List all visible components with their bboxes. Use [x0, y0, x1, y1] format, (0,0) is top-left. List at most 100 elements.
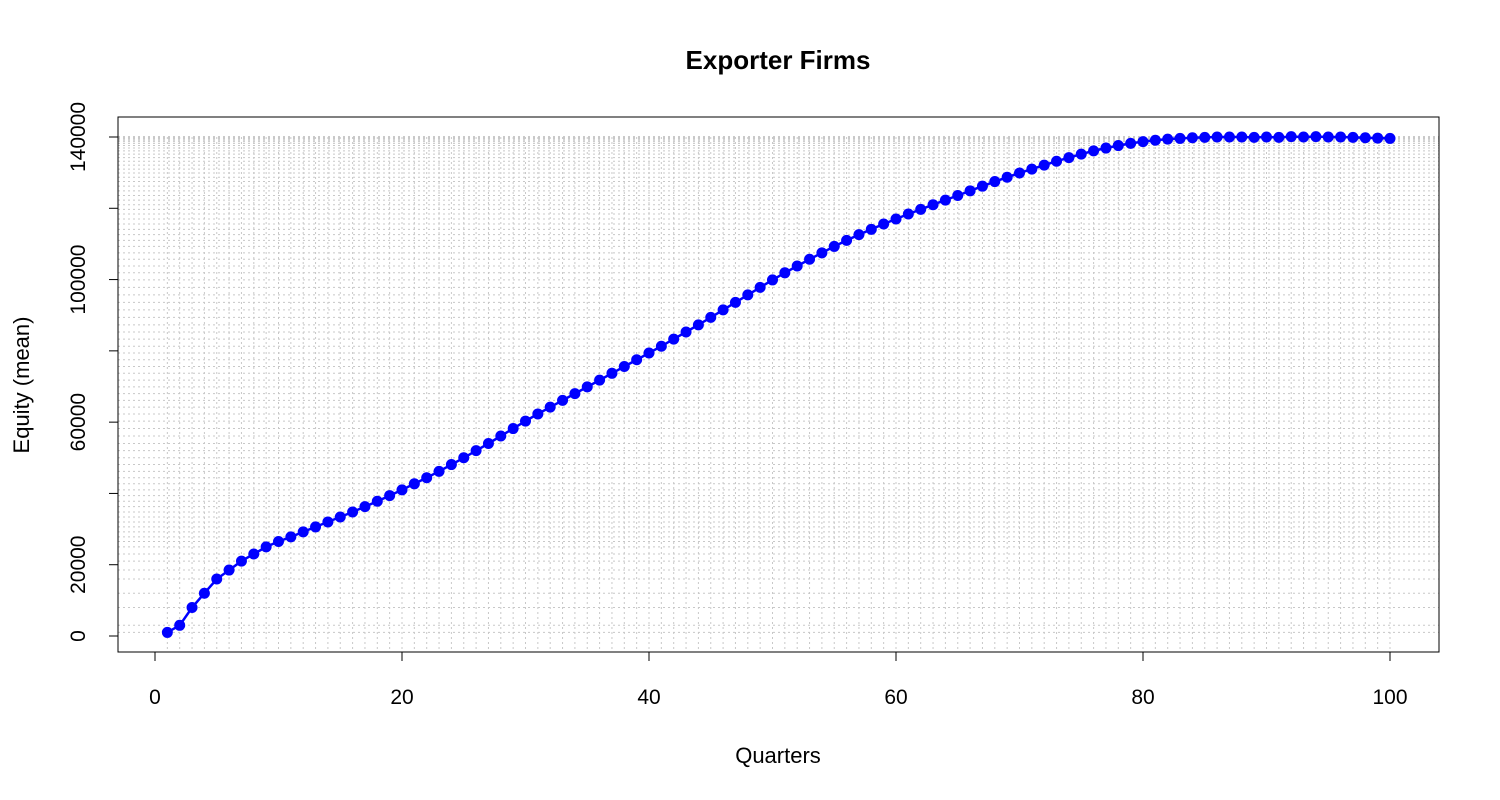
data-point	[445, 459, 457, 471]
data-point	[1125, 137, 1137, 149]
data-point	[915, 203, 927, 215]
data-point	[310, 521, 322, 533]
data-point	[322, 516, 334, 528]
data-point	[1359, 132, 1371, 144]
data-point	[1100, 142, 1112, 154]
data-point	[1001, 171, 1013, 183]
data-point	[1236, 131, 1248, 143]
data-point	[841, 234, 853, 246]
data-point	[1335, 131, 1347, 143]
data-point	[1026, 163, 1038, 175]
data-point	[1322, 131, 1334, 143]
data-point	[594, 374, 606, 386]
data-point	[1112, 140, 1124, 152]
data-point	[767, 274, 778, 286]
x-tick-label: 20	[390, 686, 413, 709]
data-point	[1075, 148, 1087, 160]
data-point	[384, 490, 396, 502]
data-point	[618, 361, 630, 373]
data-point	[507, 423, 519, 435]
x-axis: 0 20 40 60 80 100	[149, 651, 1408, 709]
x-tick-label: 40	[637, 686, 660, 709]
data-point	[878, 218, 890, 230]
data-point	[334, 511, 346, 523]
data-point	[248, 548, 260, 560]
data-point	[544, 401, 556, 413]
data-point	[631, 354, 643, 366]
data-point	[668, 333, 680, 345]
data-point	[532, 408, 544, 420]
data-point	[1199, 131, 1211, 143]
data-point	[1162, 133, 1174, 145]
data-point	[890, 213, 902, 225]
data-point	[705, 311, 717, 323]
y-axis-label: Equity (mean)	[9, 317, 34, 454]
y-tick-label: 100000	[67, 245, 90, 315]
data-point	[235, 555, 247, 567]
data-point	[1186, 132, 1198, 144]
data-point	[273, 536, 284, 548]
data-point	[186, 601, 198, 613]
data-point	[1211, 131, 1223, 143]
data-point	[939, 194, 951, 206]
x-tick-label: 100	[1372, 686, 1407, 709]
series-line	[166, 135, 1391, 634]
data-point	[779, 267, 791, 279]
chart-title: Exporter Firms	[686, 45, 871, 75]
data-point	[371, 495, 383, 507]
data-point	[1298, 131, 1310, 143]
data-point	[557, 394, 569, 406]
data-point	[816, 247, 828, 259]
data-point	[1261, 131, 1272, 143]
data-point	[606, 367, 618, 379]
data-point	[1384, 132, 1396, 144]
data-point	[1248, 131, 1260, 143]
grid	[118, 136, 1439, 652]
data-point	[791, 260, 803, 272]
data-point	[1051, 155, 1063, 167]
data-point	[347, 506, 359, 518]
data-point	[211, 573, 223, 585]
data-point	[680, 326, 692, 338]
data-point	[1310, 131, 1322, 143]
data-point	[1273, 131, 1285, 143]
data-point	[520, 415, 531, 427]
y-axis: 0 20000 60000 100000 140000	[67, 102, 119, 642]
data-point	[482, 438, 494, 450]
data-point	[1038, 159, 1050, 171]
x-tick-label: 0	[149, 686, 161, 709]
data-point	[742, 289, 754, 301]
data-point	[964, 185, 976, 197]
data-point	[285, 531, 297, 543]
data-point	[1063, 152, 1075, 164]
data-point	[1347, 131, 1359, 143]
data-point	[396, 484, 408, 496]
data-point	[717, 304, 729, 316]
data-point	[1137, 136, 1149, 148]
data-point	[976, 180, 988, 192]
data-point	[359, 501, 371, 513]
data-point	[902, 208, 914, 220]
y-tick-label: 140000	[67, 102, 90, 172]
data-point	[198, 587, 210, 599]
data-point	[692, 319, 704, 331]
data-point	[643, 347, 655, 359]
data-point	[754, 281, 766, 293]
data-point	[952, 189, 964, 201]
data-point	[433, 465, 445, 477]
data-point	[927, 199, 939, 211]
x-axis-label: Quarters	[735, 743, 821, 768]
data-point	[729, 296, 741, 308]
y-tick-label: 20000	[67, 536, 90, 594]
data-point	[569, 388, 581, 400]
y-tick-label: 0	[67, 630, 90, 642]
data-point	[297, 526, 309, 538]
x-tick-label: 80	[1131, 686, 1154, 709]
data-point	[1285, 131, 1297, 143]
data-point	[470, 445, 482, 457]
series-group	[161, 131, 1396, 638]
data-point	[458, 452, 470, 464]
data-point	[408, 478, 420, 490]
data-point	[1014, 167, 1025, 179]
